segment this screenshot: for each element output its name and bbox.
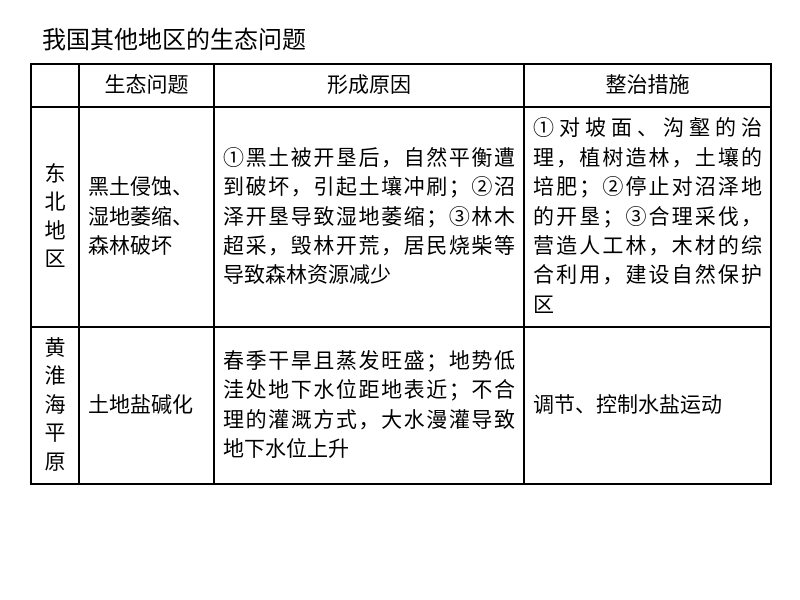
page-title: 我国其他地区的生态问题: [30, 20, 770, 55]
header-region: [31, 64, 79, 107]
table-row: 黄淮海平原 土地盐碱化 春季干旱且蒸发旺盛；地势低洼处地下水位距地表近；不合理的…: [31, 327, 771, 484]
table-header-row: 生态问题 形成原因 整治措施: [31, 64, 771, 107]
cell-remedy: ①对坡面、沟壑的治理，植树造林，土壤的培肥；②停止对沼泽地的开垦；③合理采伐，营…: [524, 107, 771, 327]
region-text: 东北地区: [45, 160, 66, 273]
cell-issue: 黑土侵蚀、湿地萎缩、森林破坏: [79, 107, 214, 327]
region-text: 黄淮海平原: [45, 334, 66, 476]
header-cause: 形成原因: [214, 64, 524, 107]
table-row: 东北地区 黑土侵蚀、湿地萎缩、森林破坏 ①黑土被开垦后，自然平衡遭到破坏，引起土…: [31, 107, 771, 327]
ecology-table: 生态问题 形成原因 整治措施 东北地区 黑土侵蚀、湿地萎缩、森林破坏 ①黑土被开…: [30, 63, 772, 485]
cell-cause: ①黑土被开垦后，自然平衡遭到破坏，引起土壤冲刷；②沼泽开垦导致湿地萎缩；③林木超…: [214, 107, 524, 327]
cell-remedy: 调节、控制水盐运动: [524, 327, 771, 484]
cell-region: 东北地区: [31, 107, 79, 327]
cell-cause: 春季干旱且蒸发旺盛；地势低洼处地下水位距地表近；不合理的灌溉方式，大水漫灌导致地…: [214, 327, 524, 484]
header-remedy: 整治措施: [524, 64, 771, 107]
header-issue: 生态问题: [79, 64, 214, 107]
cell-issue: 土地盐碱化: [79, 327, 214, 484]
cell-region: 黄淮海平原: [31, 327, 79, 484]
